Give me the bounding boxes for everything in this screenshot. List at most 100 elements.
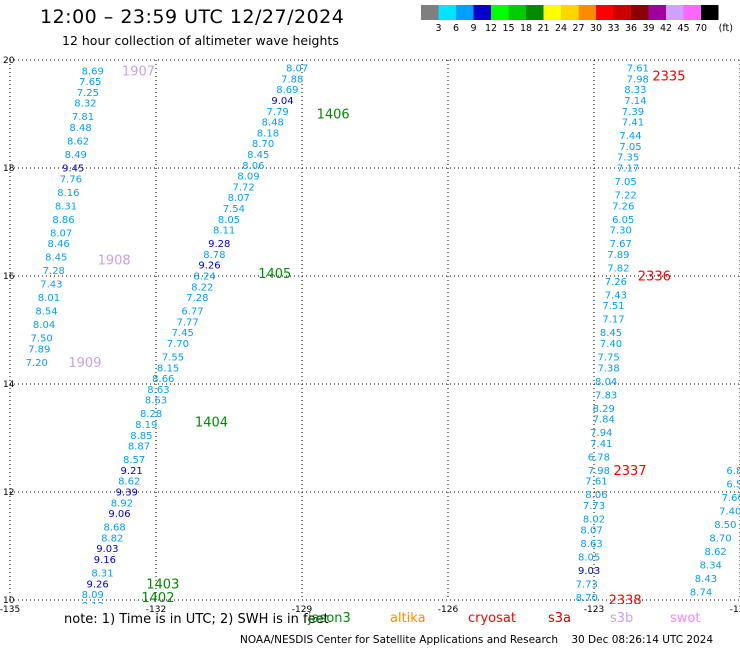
wave-height-value: 7.28 xyxy=(186,293,208,304)
wave-height-value: 9.26 xyxy=(198,261,220,272)
x-tick-label: -120 xyxy=(730,605,740,612)
wave-height-value: 7.26 xyxy=(605,277,627,288)
scale-label: 45 xyxy=(677,23,689,34)
scale-swatch xyxy=(613,5,631,20)
pass-label: 1909 xyxy=(68,356,101,371)
wave-height-value: 8.43 xyxy=(695,574,717,585)
wave-height-value: 8.48 xyxy=(262,118,284,129)
wave-height-value: 8.07 xyxy=(228,193,250,204)
wave-height-value: 7.73 xyxy=(583,501,605,512)
wave-height-value: 7.60 xyxy=(722,493,740,504)
wave-height-value: 7.82 xyxy=(607,263,629,274)
wave-height-value: 7.22 xyxy=(615,191,637,202)
wave-height-value: 8.09 xyxy=(237,172,259,183)
scale-swatch xyxy=(561,5,579,20)
wave-height-value: 7.17 xyxy=(617,164,639,175)
track-jason3: 8.077.888.699.047.798.488.188.708.458.06… xyxy=(82,64,350,612)
pass-label: 1907 xyxy=(122,64,155,79)
scale-label: 12 xyxy=(485,23,497,34)
wave-height-value: 7.72 xyxy=(232,182,254,193)
scale-swatch xyxy=(631,5,649,20)
wave-height-value: 8.87 xyxy=(128,442,150,453)
pass-label: 1908 xyxy=(98,253,131,268)
wave-height-value: 7.61 xyxy=(627,64,649,75)
wave-height-value: 7.55 xyxy=(162,353,184,364)
wave-height-value: 9.03 xyxy=(578,566,600,577)
wave-height-value: 7.76 xyxy=(60,174,82,185)
scale-swatch xyxy=(666,5,684,20)
wave-height-value: 8.66 xyxy=(152,374,174,385)
wave-height-value: 9.04 xyxy=(271,96,293,107)
y-tick-label: 14 xyxy=(3,380,15,390)
mission-label-cryosat: cryosat xyxy=(468,611,516,626)
wave-height-value: 7.89 xyxy=(28,344,50,355)
wave-height-value: 8.31 xyxy=(91,569,113,580)
wave-height-value: 8.45 xyxy=(247,150,269,161)
scale-label: 18 xyxy=(520,23,532,34)
scale-swatch xyxy=(473,5,491,20)
pass-label: 2338 xyxy=(609,594,642,609)
scale-swatch xyxy=(648,5,666,20)
wave-height-value: 9.16 xyxy=(94,555,116,566)
wave-height-value: 7.39 xyxy=(622,107,644,118)
scale-label: 21 xyxy=(537,23,549,34)
wave-height-value: 8.29 xyxy=(593,404,615,415)
wave-height-value: 8.31 xyxy=(55,201,77,212)
x-tick-label: -132 xyxy=(146,605,166,612)
wave-height-value: 7.51 xyxy=(602,301,624,312)
scale-label: 15 xyxy=(502,23,514,34)
scale-swatch xyxy=(578,5,596,20)
wave-height-value: 7.77 xyxy=(177,317,199,328)
wave-height-value: 8.12 xyxy=(82,601,104,612)
wave-height-value: 8.34 xyxy=(700,560,722,571)
wave-height-value: 7.45 xyxy=(172,328,194,339)
wave-height-value: 8.78 xyxy=(203,250,225,261)
credit-text: NOAA/NESDIS Center for Satellite Applica… xyxy=(240,634,558,646)
scale-swatch xyxy=(683,5,701,20)
wave-height-value: 8.06 xyxy=(585,490,607,501)
scale-label: 9 xyxy=(470,23,476,34)
wave-height-value: 8.54 xyxy=(35,307,57,318)
wave-height-value: 7.17 xyxy=(602,315,624,326)
scale-swatch xyxy=(701,5,719,20)
scale-label: 30 xyxy=(590,23,602,34)
scale-label: 70 xyxy=(695,23,707,34)
wave-height-value: 8.02 xyxy=(583,515,605,526)
wave-height-value: 8.07 xyxy=(50,228,72,239)
wave-height-value: 8.92 xyxy=(111,498,133,509)
wave-height-value: 8.57 xyxy=(123,455,145,466)
wave-height-value: 8.07 xyxy=(286,64,308,75)
wave-height-value: 9.03 xyxy=(96,544,118,555)
scale-label: 24 xyxy=(555,23,567,34)
wave-height-value: 6.77 xyxy=(181,307,203,318)
scale-label: 39 xyxy=(642,23,654,34)
wave-height-value: 7.50 xyxy=(31,334,53,345)
footer-note: note: 1) Time is in UTC; 2) SWH is in fe… xyxy=(64,612,329,627)
y-tick-label: 18 xyxy=(3,164,15,174)
wave-height-value: 7.38 xyxy=(597,363,619,374)
scale-label: 27 xyxy=(572,23,584,34)
wave-height-value: 7.89 xyxy=(607,250,629,261)
wave-height-value: 8.63 xyxy=(147,385,169,396)
y-tick-label: 20 xyxy=(3,56,15,66)
x-tick-label: -126 xyxy=(438,605,459,612)
wave-height-value: 6.80 xyxy=(726,466,740,477)
page-subtitle: 12 hour collection of altimeter wave hei… xyxy=(62,33,339,48)
mission-label-swot: swot xyxy=(670,611,701,626)
wave-height-value: 7.84 xyxy=(593,415,615,426)
scale-swatch xyxy=(596,5,614,20)
wave-height-value: 6.05 xyxy=(612,215,634,226)
scale-swatch xyxy=(543,5,561,20)
track-swot: 6.80 6.50 7.60 7.40 8.50 8.70 8.62 8.34 8.43 8.74 xyxy=(690,466,740,599)
mission-legend: jason3 altika cryosat s3a s3b swot xyxy=(0,611,740,629)
wave-height-value: 7.41 xyxy=(590,439,612,450)
wave-height-value: 8.69 xyxy=(82,66,104,77)
wave-height-value: 8.22 xyxy=(191,282,213,293)
wave-height-value: 7.35 xyxy=(617,153,639,164)
wave-height-value: 8.85 xyxy=(130,431,152,442)
wave-height-value: 7.26 xyxy=(612,201,634,212)
wave-height-value: 8.19 xyxy=(135,420,157,431)
wave-height-value: 7.41 xyxy=(622,118,644,129)
wave-height-value: 9.21 xyxy=(121,466,143,477)
scale-label: 36 xyxy=(625,23,637,34)
